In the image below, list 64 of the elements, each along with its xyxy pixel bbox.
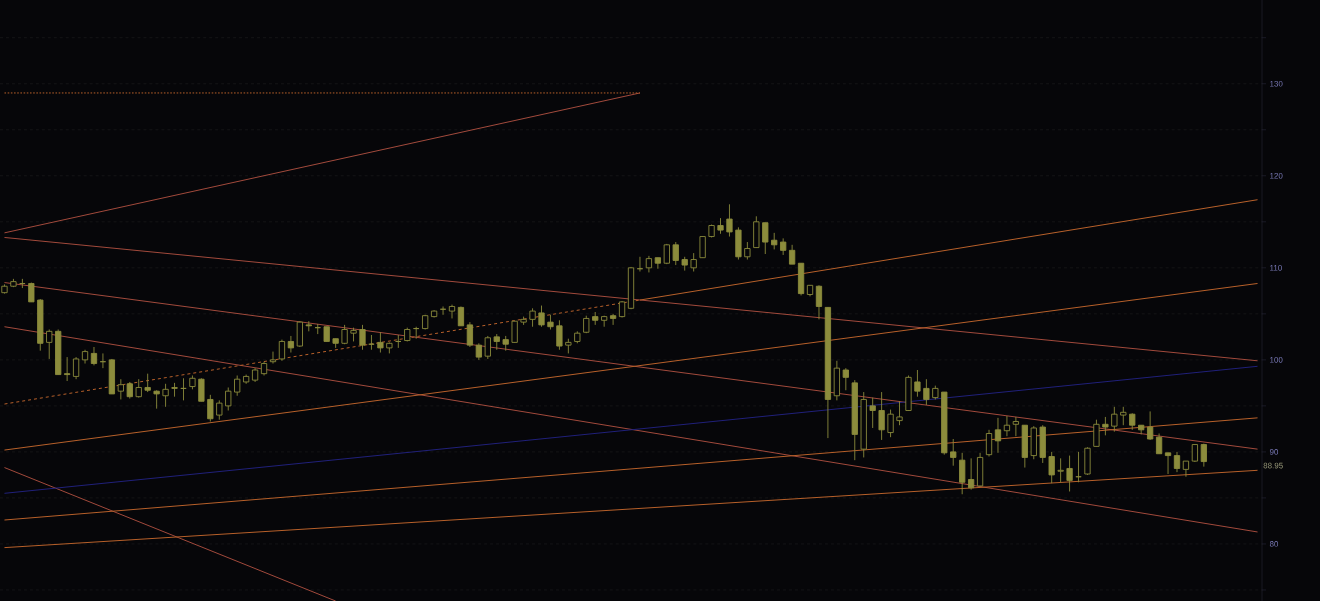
candlestick	[484, 335, 491, 360]
candlestick	[377, 331, 384, 353]
candlestick	[144, 373, 151, 393]
candlestick	[538, 305, 545, 328]
candlestick	[959, 452, 966, 495]
candlestick	[287, 335, 295, 353]
candlestick	[896, 400, 903, 426]
candlestick	[699, 236, 706, 259]
candlestick	[269, 351, 277, 364]
candlestick	[914, 369, 921, 398]
candlestick	[1003, 415, 1011, 437]
candlestick	[1012, 416, 1020, 437]
candlestick	[1048, 451, 1055, 484]
candlestick	[278, 339, 286, 362]
candlestick	[457, 306, 465, 327]
candlestick	[216, 399, 223, 421]
candlestick	[171, 382, 178, 398]
candlestick	[1066, 455, 1073, 492]
candlestick	[869, 397, 876, 429]
candlestick	[1164, 452, 1172, 475]
candlestick	[207, 394, 214, 422]
candlestick	[234, 375, 241, 397]
candlestick	[690, 252, 697, 272]
candlestick	[117, 378, 124, 400]
candlestick	[1147, 410, 1154, 441]
candlestick	[878, 391, 885, 441]
candlestick	[994, 417, 1002, 454]
candlestick	[466, 321, 474, 348]
candlestick	[726, 203, 733, 237]
candlestick	[967, 457, 975, 491]
candlestick	[887, 409, 894, 438]
candlestick	[1102, 416, 1109, 436]
candlestick	[46, 329, 53, 360]
candlestick	[1093, 419, 1100, 447]
candlestick	[359, 324, 366, 351]
candlestick	[225, 387, 232, 411]
candlestick	[1057, 457, 1064, 483]
candlestick	[64, 356, 71, 382]
candlestick	[1173, 451, 1181, 473]
candlestick	[950, 438, 957, 467]
candlestick	[135, 378, 142, 399]
candlestick	[529, 307, 536, 328]
candlestick	[672, 241, 679, 266]
candlestick	[448, 304, 456, 319]
candlestick	[788, 244, 796, 265]
candlestick	[1155, 433, 1163, 455]
candlestick	[511, 320, 518, 343]
candlestick	[296, 320, 303, 348]
candlestick	[153, 389, 160, 410]
candlestick	[1120, 406, 1127, 426]
candlestick	[1182, 460, 1190, 478]
candlestick	[609, 313, 617, 326]
candlestick	[842, 367, 849, 391]
candlestick	[72, 356, 80, 380]
candlestick	[815, 284, 823, 320]
candlestick	[198, 377, 205, 402]
candlestick	[762, 222, 769, 255]
candlestick	[923, 378, 930, 406]
candlestick	[654, 257, 661, 270]
candlestick	[985, 429, 993, 457]
candlestick	[90, 346, 98, 366]
candlestick	[556, 319, 563, 351]
candlestick	[162, 383, 169, 408]
candlestick	[1111, 406, 1118, 433]
